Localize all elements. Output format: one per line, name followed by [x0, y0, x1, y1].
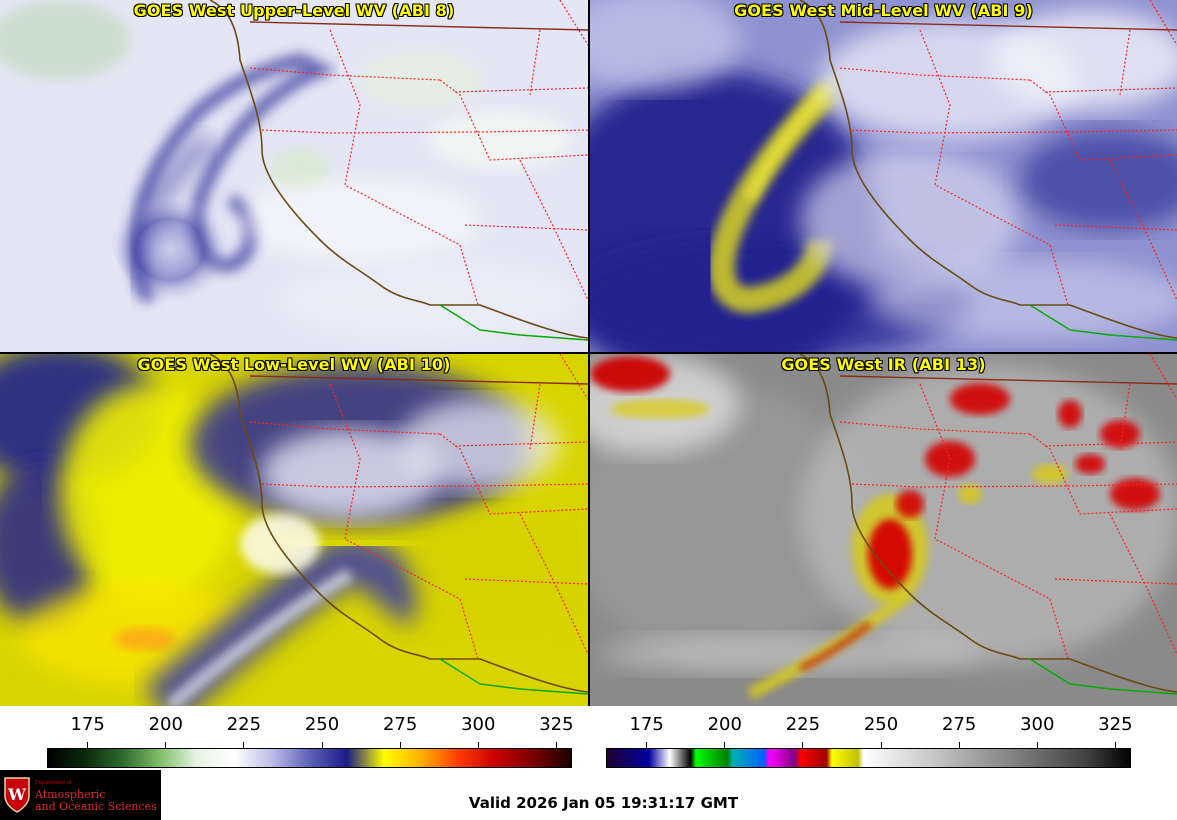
mid-level-wv-image — [590, 0, 1177, 352]
colorbar-tick — [399, 742, 401, 748]
valid-time: Valid 2026 Jan 05 19:31:17 GMT — [468, 794, 739, 812]
colorbar-tick — [321, 742, 323, 748]
colorbar-tick-label: 200 — [707, 714, 742, 735]
colorbar-tick — [958, 742, 960, 748]
logo-line1: Atmospheric — [35, 788, 106, 801]
ir-colorbar-gradient — [606, 748, 1131, 768]
wv-colorbar: 175 200 225 250 275 300 325 — [47, 714, 574, 768]
panel-low-level-wv: GOES West Low-Level WV (ABI 10) — [0, 354, 588, 706]
logo-small-text: Department of — [35, 780, 72, 786]
colorbar-tick-label: 275 — [941, 714, 977, 735]
colorbar-tick — [1036, 742, 1038, 748]
low-level-wv-image — [0, 354, 588, 706]
uw-crest-icon: W — [4, 777, 30, 813]
panel-upper-level-wv: GOES West Upper-Level WV (ABI 8) — [0, 0, 588, 352]
colorbar-tick — [165, 742, 167, 748]
colorbar-tick-label: 275 — [382, 714, 418, 735]
colorbar-tick — [87, 742, 89, 748]
wv-colorbar-gradient — [47, 748, 572, 768]
colorbar-tick-label: 300 — [1020, 714, 1055, 735]
colorbar-tick — [802, 742, 804, 748]
ir-colorbar: 175 200 225 250 275 300 325 — [606, 714, 1133, 768]
svg-text:W: W — [7, 785, 27, 804]
ir-image — [590, 354, 1177, 706]
colorbar-tick — [724, 742, 726, 748]
panel-ir: GOES West IR (ABI 13) — [590, 354, 1177, 706]
logo-line2: and Oceanic Sciences — [35, 800, 157, 813]
colorbar-tick — [1114, 742, 1116, 748]
colorbar-tick — [555, 742, 557, 748]
colorbar-tick-label: 325 — [1098, 714, 1133, 735]
panel-title-low-level-wv: GOES West Low-Level WV (ABI 10) — [137, 355, 451, 374]
colorbar-tick-label: 175 — [70, 714, 105, 735]
colorbar-tick — [646, 742, 648, 748]
panel-title-ir: GOES West IR (ABI 13) — [781, 355, 986, 374]
colorbar-tick-label: 250 — [863, 714, 899, 735]
colorbar-tick — [243, 742, 245, 748]
panel-title-upper-level-wv: GOES West Upper-Level WV (ABI 8) — [133, 1, 455, 20]
colorbar-tick — [880, 742, 882, 748]
colorbar-area: 175 200 225 250 275 300 325 175 200 225 250 275 300… — [0, 706, 1177, 770]
colorbar-tick-label: 175 — [629, 714, 664, 735]
colorbar-tick-label: 225 — [226, 714, 262, 735]
upper-level-wv-image — [0, 0, 588, 352]
satellite-panels: GOES West Upper-Level WV (ABI 8) — [0, 0, 1177, 706]
panel-mid-level-wv: GOES West Mid-Level WV (ABI 9) — [590, 0, 1177, 352]
footer: W Department of Atmospheric and Oceanic … — [0, 770, 1177, 820]
colorbar-tick-label: 225 — [785, 714, 821, 735]
colorbar-tick-label: 250 — [304, 714, 340, 735]
panel-title-mid-level-wv: GOES West Mid-Level WV (ABI 9) — [734, 1, 1033, 20]
colorbar-tick-label: 200 — [148, 714, 183, 735]
colorbar-tick-label: 300 — [461, 714, 496, 735]
colorbar-tick — [477, 742, 479, 748]
aos-logo: W Department of Atmospheric and Oceanic … — [0, 770, 161, 820]
colorbar-tick-label: 325 — [539, 714, 574, 735]
